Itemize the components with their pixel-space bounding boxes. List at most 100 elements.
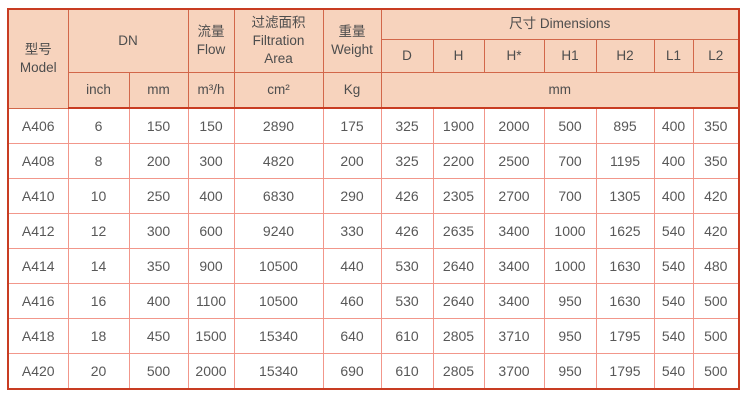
value-cell: 1000	[543, 248, 597, 284]
value-cell: 300	[187, 143, 235, 179]
value-cell: 2500	[483, 143, 545, 179]
value-cell: 1305	[595, 178, 655, 214]
value-cell: 1900	[432, 107, 485, 144]
table-row: A412 12 300 600 9240 330 426 2635 3400 1000 1625 54…	[7, 213, 740, 249]
value-cell: 2640	[432, 248, 485, 284]
header-filtration-en-1: Filtration	[252, 32, 305, 48]
value-cell: 18	[67, 318, 130, 354]
value-cell: 2200	[432, 143, 485, 179]
header-model-en: Model	[19, 59, 57, 75]
value-cell: 12	[67, 213, 130, 249]
unit-area: cm²	[233, 71, 324, 109]
model-cell: A418	[7, 318, 69, 354]
model-cell: A416	[7, 283, 69, 319]
model-cell: A408	[7, 143, 69, 179]
value-cell: 540	[653, 353, 694, 390]
value-cell: 1630	[595, 248, 655, 284]
header-filtration-en-2: Area	[264, 50, 293, 66]
value-cell: 500	[692, 353, 740, 390]
header-flow-zh: 流量	[197, 24, 225, 40]
unit-mm: mm	[128, 71, 189, 109]
value-cell: 250	[128, 178, 189, 214]
unit-inch: inch	[67, 71, 130, 109]
value-cell: 426	[380, 213, 434, 249]
model-cell: A412	[7, 213, 69, 249]
value-cell: 1795	[595, 318, 655, 354]
value-cell: 3710	[483, 318, 545, 354]
header-dim-h2: H2	[595, 38, 655, 73]
header-weight-zh: 重量	[338, 24, 366, 40]
value-cell: 8	[67, 143, 130, 179]
header-dim-hstar: H*	[483, 38, 545, 73]
value-cell: 2305	[432, 178, 485, 214]
value-cell: 3400	[483, 213, 545, 249]
header-row-1: 型号 Model DN 流量 Flow 过滤面积 Filtration Area…	[7, 8, 740, 109]
value-cell: 700	[543, 143, 597, 179]
header-dim-h1: H1	[543, 38, 597, 73]
value-cell: 175	[322, 107, 382, 144]
spec-table: 型号 Model DN 流量 Flow 过滤面积 Filtration Area…	[7, 8, 740, 390]
value-cell: 640	[322, 318, 382, 354]
value-cell: 15340	[233, 353, 324, 390]
value-cell: 2700	[483, 178, 545, 214]
value-cell: 290	[322, 178, 382, 214]
value-cell: 610	[380, 318, 434, 354]
value-cell: 700	[543, 178, 597, 214]
value-cell: 426	[380, 178, 434, 214]
table-body: A406 6 150 150 2890 175 325 1900 2000 500 895 400 35…	[7, 107, 740, 390]
table-row: A416 16 400 1100 10500 460 530 2640 3400 950 1630 5…	[7, 283, 740, 319]
value-cell: 300	[128, 213, 189, 249]
model-cell: A414	[7, 248, 69, 284]
value-cell: 900	[187, 248, 235, 284]
value-cell: 530	[380, 248, 434, 284]
value-cell: 400	[128, 283, 189, 319]
value-cell: 2805	[432, 318, 485, 354]
value-cell: 480	[692, 248, 740, 284]
value-cell: 1195	[595, 143, 655, 179]
value-cell: 420	[692, 178, 740, 214]
unit-weight: Kg	[322, 71, 382, 109]
value-cell: 400	[653, 107, 694, 144]
value-cell: 540	[653, 283, 694, 319]
value-cell: 950	[543, 353, 597, 390]
value-cell: 2805	[432, 353, 485, 390]
value-cell: 150	[187, 107, 235, 144]
value-cell: 14	[67, 248, 130, 284]
table-row: A410 10 250 400 6830 290 426 2305 2700 700 1305 400…	[7, 178, 740, 214]
value-cell: 460	[322, 283, 382, 319]
value-cell: 9240	[233, 213, 324, 249]
value-cell: 330	[322, 213, 382, 249]
value-cell: 2000	[187, 353, 235, 390]
value-cell: 420	[692, 213, 740, 249]
table-header: 型号 Model DN 流量 Flow 过滤面积 Filtration Area…	[7, 8, 740, 109]
value-cell: 1500	[187, 318, 235, 354]
value-cell: 2640	[432, 283, 485, 319]
table-row: A414 14 350 900 10500 440 530 2640 3400 1000 1630 5…	[7, 248, 740, 284]
value-cell: 350	[128, 248, 189, 284]
value-cell: 950	[543, 283, 597, 319]
table-row: A418 18 450 1500 15340 640 610 2805 3710 950 1795 5…	[7, 318, 740, 354]
value-cell: 450	[128, 318, 189, 354]
value-cell: 540	[653, 248, 694, 284]
value-cell: 3400	[483, 283, 545, 319]
header-weight: 重量 Weight	[322, 8, 382, 73]
value-cell: 500	[692, 318, 740, 354]
header-flow-en: Flow	[196, 41, 226, 57]
value-cell: 1630	[595, 283, 655, 319]
value-cell: 325	[380, 107, 434, 144]
value-cell: 10	[67, 178, 130, 214]
value-cell: 2000	[483, 107, 545, 144]
value-cell: 500	[692, 283, 740, 319]
value-cell: 950	[543, 318, 597, 354]
value-cell: 350	[692, 107, 740, 144]
unit-dims-mm: mm	[380, 71, 740, 109]
value-cell: 500	[543, 107, 597, 144]
header-model-zh: 型号	[24, 42, 52, 58]
value-cell: 150	[128, 107, 189, 144]
header-dim-h: H	[432, 38, 485, 73]
value-cell: 690	[322, 353, 382, 390]
value-cell: 10500	[233, 283, 324, 319]
header-flow: 流量 Flow	[187, 8, 235, 73]
value-cell: 530	[380, 283, 434, 319]
